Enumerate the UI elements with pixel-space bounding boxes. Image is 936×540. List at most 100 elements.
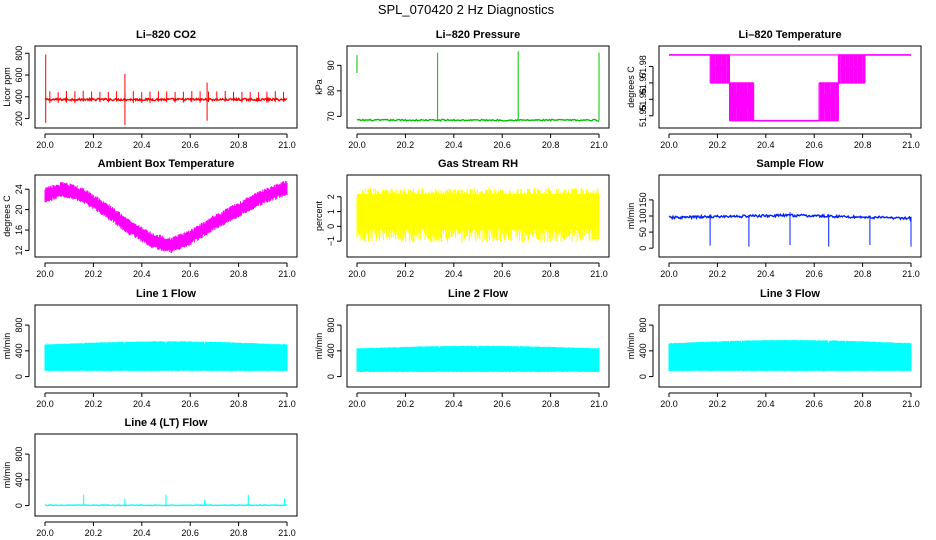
x-tick-label: 20.6 — [805, 269, 823, 279]
y-tick-label: 80 — [326, 86, 336, 96]
x-tick-label: 20.6 — [805, 140, 823, 150]
x-tick-label: 20.4 — [757, 269, 775, 279]
y-tick-label: 400 — [14, 343, 24, 358]
plot-frame — [658, 45, 922, 129]
x-tick-label: 20.8 — [854, 399, 872, 409]
x-tick-label: 20.2 — [709, 140, 727, 150]
series-marks — [668, 339, 912, 372]
chart-title: Sample Flow — [756, 158, 824, 170]
x-tick-label: 21.0 — [278, 528, 296, 538]
series-line — [356, 118, 599, 122]
y-tick-label: 12 — [14, 245, 24, 255]
y-tick-label: 400 — [14, 89, 24, 104]
x-tick-label: 20.8 — [542, 399, 560, 409]
x-tick-label: 20.6 — [805, 399, 823, 409]
chart-title: Line 1 Flow — [136, 288, 196, 300]
x-tick-label: 20.2 — [397, 140, 415, 150]
y-tick-label: 0 — [638, 374, 648, 379]
plot-frame — [658, 304, 922, 388]
x-tick-label: 20.4 — [133, 140, 151, 150]
series-marks — [356, 51, 600, 121]
y-tick-label: 0 — [14, 503, 24, 508]
plot-frame — [346, 45, 610, 129]
data-series — [668, 212, 912, 247]
series-marks — [709, 212, 912, 247]
x-tick-label: 20.0 — [348, 399, 366, 409]
y-axis-label: Licor ppm — [2, 67, 12, 107]
y-axis-label: percent — [314, 200, 324, 231]
y-axis-label: degrees C — [626, 66, 636, 108]
x-tick-label: 20.8 — [854, 269, 872, 279]
y-tick-label: 0 — [638, 246, 648, 251]
x-tick-label: 20.6 — [493, 399, 511, 409]
y-tick-label: 0 — [326, 224, 336, 229]
y-tick-label: 150 — [638, 192, 648, 207]
x-tick-label: 20.0 — [36, 269, 54, 279]
x-tick-label: 20.0 — [36, 140, 54, 150]
x-tick-label: 20.4 — [133, 528, 151, 538]
y-tick-label: 800 — [638, 318, 648, 333]
y-tick-label: 16 — [14, 225, 24, 235]
x-tick-label: 21.0 — [278, 399, 296, 409]
y-tick-label: 100 — [638, 208, 648, 223]
chart-pressure: Li–820 Pressure kPa 20.0 20.2 20.4 20.6 20.8 21… — [314, 29, 610, 150]
y-tick-label: 800 — [326, 318, 336, 333]
chart-licor-temp: Li–820 Temperature degrees C 20.0 20.2 20.4 2… — [626, 29, 922, 150]
series-line — [44, 504, 288, 507]
data-series — [668, 339, 912, 372]
chart-title: Li–820 CO2 — [136, 29, 196, 41]
y-tick-label: 50 — [638, 227, 648, 237]
y-tick-label: 800 — [14, 447, 24, 462]
x-tick-label: 20.4 — [757, 399, 775, 409]
chart-line2-flow: Line 2 Flow ml/min 20.0 20.2 20.4 20.6 20.8 21.… — [314, 288, 610, 409]
chart-co2: Li–820 CO2 Licor ppm 20.0 20.2 20.4 20.6 20.8 2… — [2, 29, 298, 150]
data-series — [44, 54, 288, 126]
x-tick-label: 20.0 — [660, 140, 678, 150]
y-axis-label: kPa — [314, 79, 324, 95]
y-tick-label: 0 — [14, 374, 24, 379]
x-tick-label: 20.8 — [542, 269, 560, 279]
y-tick-label: 600 — [14, 68, 24, 83]
x-tick-label: 20.0 — [36, 528, 54, 538]
x-tick-label: 20.6 — [181, 399, 199, 409]
plot-frame — [346, 174, 610, 258]
series-marks — [356, 345, 600, 373]
x-tick-label: 20.2 — [397, 399, 415, 409]
y-axis-label: ml/min — [2, 333, 12, 360]
x-tick-label: 20.4 — [445, 140, 463, 150]
x-tick-label: 21.0 — [590, 140, 608, 150]
y-tick-label: 0 — [326, 374, 336, 379]
data-series — [356, 187, 600, 243]
y-tick-label: 400 — [326, 343, 336, 358]
x-tick-label: 20.2 — [85, 528, 103, 538]
data-series — [356, 345, 600, 373]
y-tick-label: 20 — [14, 205, 24, 215]
chart-title: Line 4 (LT) Flow — [125, 417, 208, 429]
x-tick-label: 21.0 — [590, 269, 608, 279]
chart-line4-flow: Line 4 (LT) Flow ml/min 20.0 20.2 20.4 20.6 20… — [2, 417, 298, 538]
x-tick-label: 20.6 — [493, 140, 511, 150]
y-axis-label: ml/min — [626, 203, 636, 230]
y-tick-label: 200 — [14, 111, 24, 126]
y-tick-label: 90 — [326, 60, 336, 70]
data-series — [669, 54, 911, 122]
y-tick-label: 2 — [326, 194, 336, 199]
series-line — [44, 96, 288, 103]
x-tick-label: 20.8 — [230, 399, 248, 409]
x-tick-label: 20.2 — [709, 269, 727, 279]
plot-frame — [34, 304, 298, 388]
x-tick-label: 20.6 — [493, 269, 511, 279]
plot-frame — [34, 45, 298, 129]
y-tick-label: 800 — [14, 46, 24, 61]
series-marks — [44, 181, 288, 254]
chart-gas-rh: Gas Stream RH percent 20.0 20.2 20.4 20.6 20.8… — [314, 158, 610, 279]
x-tick-label: 20.4 — [445, 399, 463, 409]
chart-line1-flow: Line 1 Flow ml/min 20.0 20.2 20.4 20.6 20.8 21.… — [2, 288, 298, 409]
data-series — [44, 181, 288, 254]
x-tick-label: 20.6 — [181, 140, 199, 150]
x-tick-label: 20.0 — [348, 140, 366, 150]
data-series — [44, 341, 288, 372]
x-tick-label: 20.0 — [348, 269, 366, 279]
x-tick-label: 20.4 — [133, 399, 151, 409]
